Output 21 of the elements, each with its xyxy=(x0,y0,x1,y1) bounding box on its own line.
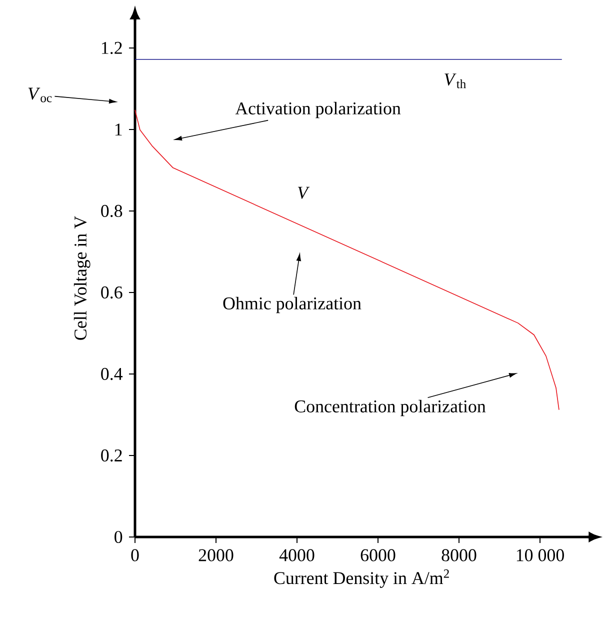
series-label: V xyxy=(298,186,310,199)
y-tick-label: 0.4 xyxy=(101,368,123,380)
annotation: Concentration polarization xyxy=(294,400,486,416)
y-tick-label: 0.8 xyxy=(101,204,122,218)
x-tick-label: 0 xyxy=(131,549,139,562)
x-tick-label: 4000 xyxy=(279,549,314,562)
x-tick-label: 10 000 xyxy=(516,549,564,562)
y-tick-label: 0.6 xyxy=(101,286,122,299)
x-tick-label: 2000 xyxy=(198,549,234,562)
x-axis-title: Current Density in A/m$^{2}$ xyxy=(274,569,449,588)
y-tick-label: 0.2 xyxy=(101,449,122,462)
y-tick-label: 1.2 xyxy=(102,42,122,54)
annotation: Activation polarization xyxy=(235,102,401,118)
y-axis-title: Cell Voltage in V xyxy=(74,216,90,340)
y-tick-label: 1 xyxy=(115,124,122,136)
series-label: V$_{th}$ xyxy=(444,74,466,88)
y-tick-label: 0 xyxy=(114,530,122,544)
x-tick-label: 6000 xyxy=(360,549,396,562)
x-tick-label: 8000 xyxy=(442,549,476,562)
annotation: Ohmic polarization xyxy=(223,296,362,314)
text: V$_{oc}$ xyxy=(28,88,52,102)
